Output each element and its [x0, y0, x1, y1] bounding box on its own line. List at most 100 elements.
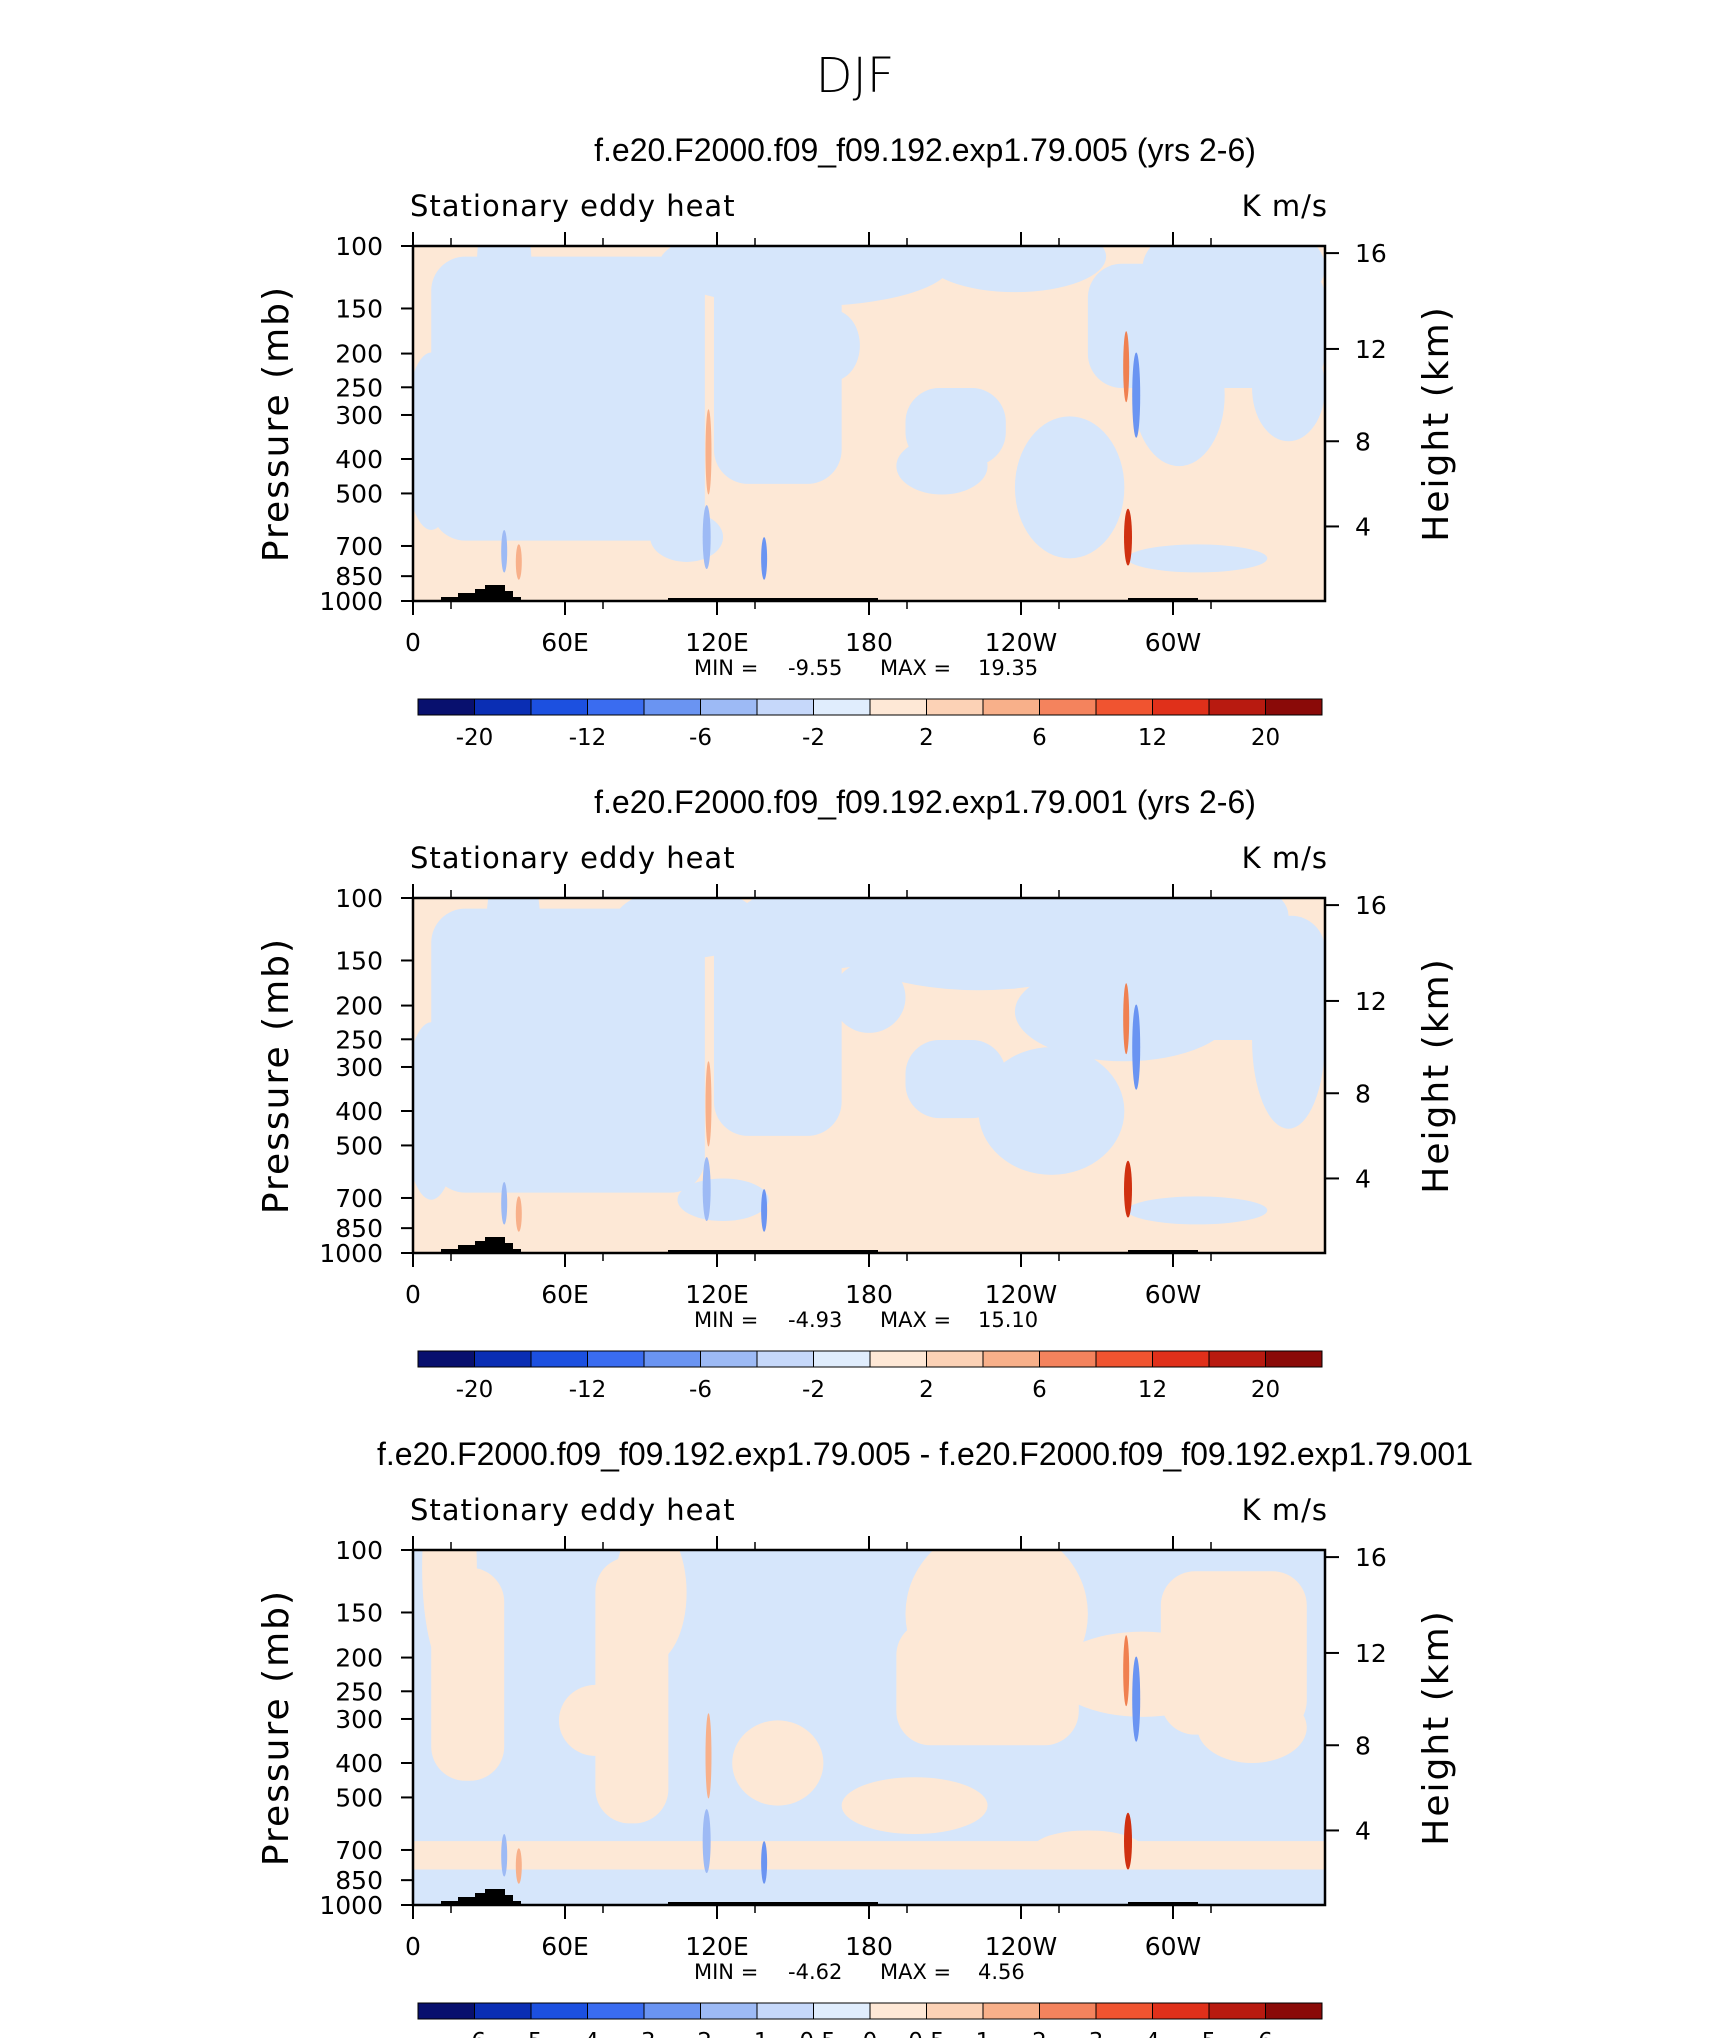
colorbar-label: 4 [1145, 2029, 1160, 2038]
y-tick-label: 850 [335, 562, 383, 591]
max-value: 15.10 [978, 1308, 1038, 1332]
x-tick-label: 60E [541, 1932, 589, 1961]
colorbar-swatch [530, 2002, 588, 2020]
colorbar-label: 6 [1258, 2029, 1273, 2038]
colorbar-label: 2 [919, 1377, 934, 1403]
x-tick-label: 120W [985, 628, 1057, 657]
x-tick-label: 120E [685, 628, 749, 657]
panel-left-label: Stationary eddy heat [410, 841, 736, 875]
colorbar-label: 6 [1032, 1377, 1047, 1403]
colorbar-swatch [530, 1350, 588, 1368]
colorbar-label: 5 [1202, 2029, 1217, 2038]
y-right-tick-label: 12 [1355, 1639, 1387, 1668]
contour-streak [761, 1841, 768, 1884]
orography [441, 585, 521, 601]
panel-left-label: Stationary eddy heat [410, 189, 736, 223]
y-tick-label: 150 [335, 294, 383, 323]
orography [668, 598, 878, 601]
y-tick-label: 500 [335, 479, 383, 508]
x-tick-label: 0 [405, 1280, 421, 1309]
contour-streak [1132, 352, 1141, 438]
y-tick-label: 1000 [319, 1891, 383, 1920]
max-label: MAX = [880, 1308, 951, 1332]
panel-left-label: Stationary eddy heat [410, 1493, 736, 1527]
contour-streak [705, 1061, 712, 1147]
negative-region [713, 915, 842, 1136]
colorbar-swatch [417, 698, 475, 716]
colorbar-label: 3 [1089, 2029, 1104, 2038]
y-tick-label: 250 [335, 1025, 383, 1054]
x-tick-label: 120W [985, 1280, 1057, 1309]
colorbar-label: -2 [689, 2029, 712, 2038]
chart-panel-3: f.e20.F2000.f09_f09.192.exp1.79.005 - f.… [256, 1436, 1473, 2038]
y-right-tick-label: 8 [1355, 1079, 1371, 1108]
y-axis-title: Pressure (mb) [256, 937, 297, 1214]
colorbar-swatch [756, 2002, 814, 2020]
positive-region [413, 1841, 1325, 1870]
contour-streak [1123, 983, 1130, 1055]
x-tick-label: 180 [845, 628, 893, 657]
colorbar-swatch [926, 698, 984, 716]
y-tick-label: 200 [335, 992, 383, 1021]
y-tick-label: 850 [335, 1214, 383, 1243]
colorbar-swatch [982, 2002, 1040, 2020]
y-tick-label: 300 [335, 1705, 383, 1734]
contour-streak [1132, 1004, 1141, 1090]
panel-title: f.e20.F2000.f09_f09.192.exp1.79.001 (yrs… [594, 784, 1256, 820]
x-tick-label: 120W [985, 1932, 1057, 1961]
contour-streak [1124, 1812, 1133, 1870]
x-tick-label: 0 [405, 628, 421, 657]
negative-blob [659, 246, 952, 307]
positive-blob [613, 1550, 687, 1664]
colorbar-label: 2 [919, 725, 934, 751]
orography [1128, 1250, 1198, 1253]
orography [668, 1902, 878, 1905]
positive-blob [1033, 1830, 1143, 1866]
contour-streak [515, 1196, 522, 1232]
orography [441, 1889, 521, 1905]
y-tick-label: 700 [335, 1184, 383, 1213]
negative-blob [832, 961, 906, 1033]
y-tick-label: 250 [335, 373, 383, 402]
colorbar-swatch [1095, 2002, 1153, 2020]
colorbar-swatch [700, 2002, 758, 2020]
panel-units-label: K m/s [1242, 841, 1328, 875]
y-tick-label: 300 [335, 401, 383, 430]
colorbar-swatch [474, 1350, 532, 1368]
colorbar-swatch [1208, 1350, 1266, 1368]
colorbar-swatch [869, 1350, 927, 1368]
y-right-axis-title: Height (km) [1416, 957, 1457, 1193]
colorbar-label: -3 [633, 2029, 656, 2038]
colorbar-swatch [1265, 1350, 1323, 1368]
colorbar-label: 0.5 [908, 2029, 945, 2038]
negative-blob [413, 352, 459, 530]
colorbar-swatch [530, 698, 588, 716]
x-tick-label: 0 [405, 1932, 421, 1961]
negative-region [1127, 1196, 1268, 1225]
chart-panel-1: f.e20.F2000.f09_f09.192.exp1.79.005 (yrs… [256, 132, 1457, 751]
colorbar-swatch [643, 698, 701, 716]
y-right-tick-label: 16 [1355, 239, 1387, 268]
positive-blob [841, 1777, 988, 1834]
main-title: DJF [816, 48, 895, 104]
x-tick-label: 60W [1145, 1280, 1202, 1309]
contour-streak [761, 1189, 768, 1232]
y-tick-label: 1000 [319, 587, 383, 616]
contour-streak [515, 544, 522, 580]
contour-streak [1123, 331, 1130, 403]
colorbar: -20 -12 -6 -2 2 6 12 20 [417, 1350, 1323, 1403]
y-tick-label: 400 [335, 1749, 383, 1778]
y-tick-label: 200 [335, 340, 383, 369]
plot-area [413, 1550, 1325, 1905]
colorbar-swatch [1265, 698, 1323, 716]
y-right-tick-label: 8 [1355, 1731, 1371, 1760]
colorbar-label: -6 [463, 2029, 486, 2038]
colorbar-label: 0 [863, 2029, 878, 2038]
colorbar-swatch [587, 698, 645, 716]
y-right-tick-label: 12 [1355, 987, 1387, 1016]
y-tick-label: 850 [335, 1866, 383, 1895]
negative-region [431, 256, 705, 541]
negative-region [1127, 544, 1268, 573]
contour-streak [761, 537, 768, 580]
negative-blob [1252, 334, 1325, 442]
